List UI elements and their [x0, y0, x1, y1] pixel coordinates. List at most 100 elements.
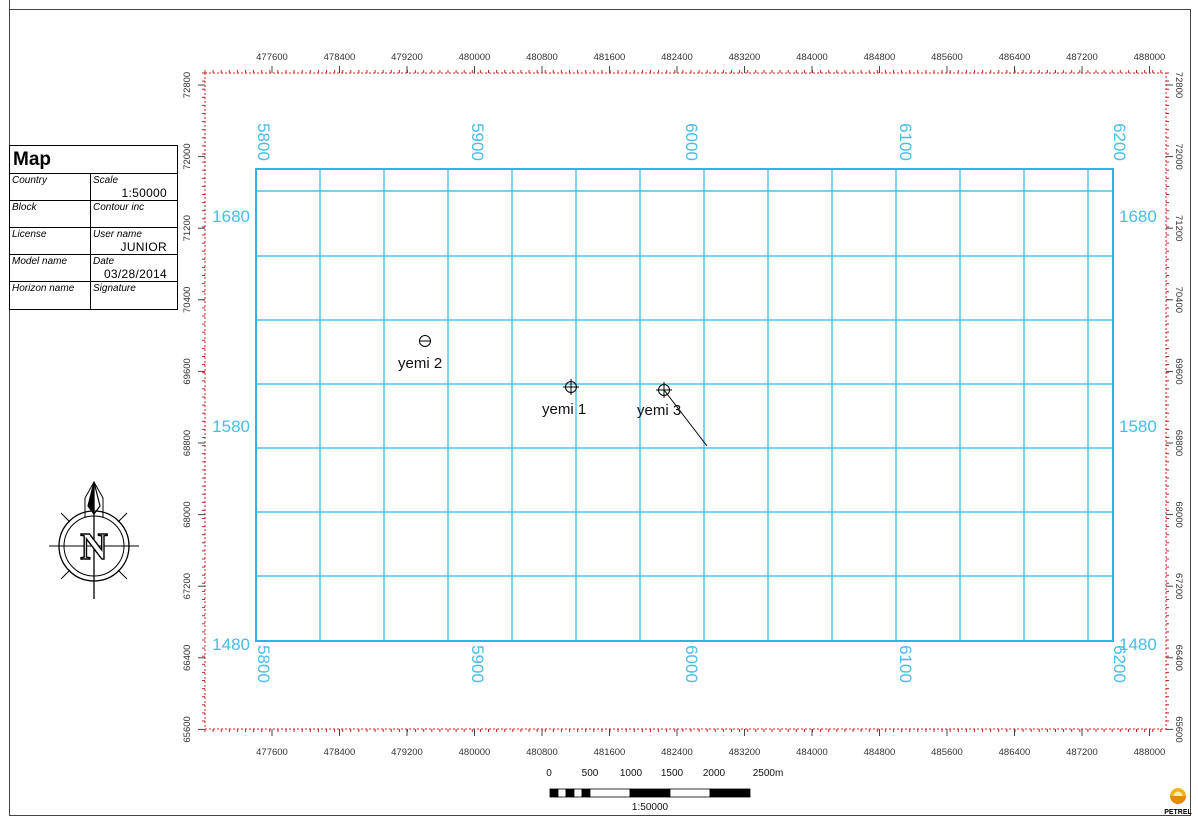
- grid-row-label: 1480: [212, 635, 250, 654]
- y-axis-tick-label: 67200: [182, 573, 193, 599]
- y-axis-tick-label: 72000: [182, 143, 193, 169]
- y-axis-tick-label: 68000: [1173, 501, 1184, 527]
- y-axis-tick-label: 68800: [182, 430, 193, 456]
- info-cell-value: Signature: [91, 282, 177, 309]
- scale-bar-label: 1500: [661, 768, 684, 779]
- scale-bar-segment: [669, 788, 711, 798]
- petrel-logo-text: PETREL: [1164, 809, 1192, 816]
- info-cell-label: License: [10, 228, 91, 255]
- y-axis-tick-label: 66400: [1173, 645, 1184, 671]
- y-axis-tick-label: 72000: [1173, 143, 1184, 169]
- x-axis-tick-label: 479200: [391, 747, 423, 758]
- y-axis-tick-label: 65600: [1173, 716, 1184, 742]
- scale-bar-segment: [629, 788, 671, 798]
- grid-column-label: 6000: [682, 123, 701, 161]
- well-label: yemi 3: [637, 402, 681, 419]
- y-axis-tick-label: 70400: [182, 287, 193, 313]
- x-axis-tick-label: 486400: [999, 52, 1031, 63]
- y-axis-tick-label: 65600: [182, 716, 193, 742]
- x-axis-tick-label: 483200: [729, 52, 761, 63]
- scale-bar: 0 500 1000 1500 2000 2500m 1:50000: [546, 768, 783, 813]
- grid-column-label: 5800: [254, 123, 273, 161]
- y-axis-tick-label: 72800: [1173, 72, 1184, 98]
- y-axis-tick-label: 69600: [1173, 358, 1184, 384]
- x-axis-tick-label: 482400: [661, 52, 693, 63]
- grid-column-label: 5900: [468, 123, 487, 161]
- scale-bar-segment: [557, 788, 567, 798]
- scale-bar-segment: [573, 788, 583, 798]
- x-axis-tick-label: 477600: [256, 52, 288, 63]
- seismic-grid: 5800 5800 5900 5900 6000 6000 6100 6100 6200 6200…: [212, 123, 1157, 683]
- x-axis-tick-label: 478400: [324, 52, 356, 63]
- x-axis-tick-label: 484800: [864, 52, 896, 63]
- scale-bar-segment: [581, 788, 591, 798]
- well-label: yemi 2: [398, 355, 442, 372]
- x-axis-tick-label: 478400: [324, 747, 356, 758]
- info-field-label: Scale: [93, 175, 119, 186]
- info-field-label: Date: [93, 256, 115, 267]
- info-field-label: Horizon name: [12, 283, 75, 294]
- info-field-value: 1:50000: [121, 186, 167, 200]
- info-cell-label: Block: [10, 201, 91, 228]
- x-axis-tick-label: 484000: [796, 747, 828, 758]
- grid-row-label: 1580: [212, 417, 250, 436]
- grid-column-label: 5800: [254, 645, 273, 683]
- x-axis-tick-label: 481600: [594, 747, 626, 758]
- x-axis-tick-label: 487200: [1066, 52, 1098, 63]
- x-axis-tick-label: 488000: [1134, 747, 1166, 758]
- well-trajectory: [663, 389, 708, 447]
- scale-bar-segment: [549, 788, 559, 798]
- x-axis-tick-label: 480000: [459, 52, 491, 63]
- y-axis-tick-label: 66400: [182, 645, 193, 671]
- y-axis-tick-label: 71200: [182, 215, 193, 241]
- well-marker: yemi 3: [637, 382, 708, 447]
- y-axis-tick-label: 69600: [182, 358, 193, 384]
- well-marker: yemi 2: [398, 335, 442, 372]
- scale-bar-label: 1000: [620, 768, 643, 779]
- info-field-label: Signature: [93, 283, 136, 294]
- scale-bar-segment: [589, 788, 631, 798]
- x-axis-tick-label: 480800: [526, 52, 558, 63]
- map-frame-border: [204, 72, 1167, 730]
- wells-layer: yemi 2 yemi 1 yemi 3: [398, 335, 708, 447]
- map-info-title: Map: [10, 146, 177, 174]
- x-axis-top: 477600 478400 479200 480000 480800 481600 4824…: [256, 52, 1165, 73]
- grid-column-label: 6000: [682, 645, 701, 683]
- x-axis-tick-label: 485600: [931, 747, 963, 758]
- x-axis-tick-label: 482400: [661, 747, 693, 758]
- info-cell-label: Horizon name: [10, 282, 91, 309]
- y-axis-tick-label: 70400: [1173, 287, 1184, 313]
- x-axis-bottom: 477600 478400 479200 480000 480800 481600 4824…: [256, 729, 1165, 758]
- x-axis-tick-label: 486400: [999, 747, 1031, 758]
- x-axis-tick-label: 484000: [796, 52, 828, 63]
- grid-row-label: 1580: [1119, 417, 1157, 436]
- y-axis-tick-label: 68000: [182, 501, 193, 527]
- petrel-logo: PETREL: [1164, 788, 1193, 816]
- info-field-label: License: [12, 229, 47, 240]
- y-axis-tick-label: 68800: [1173, 430, 1184, 456]
- map-info-grid: Country Scale 1:50000 Block Contour inc Licen…: [10, 174, 177, 309]
- scale-bar-label: 2000: [703, 768, 726, 779]
- info-field-label: Contour inc: [93, 202, 145, 213]
- map-frame: [202, 70, 1169, 732]
- y-axis-tick-label: 72800: [182, 72, 193, 98]
- y-axis-left: 72800 72000 71200 70400 69600 68800 68000 67200…: [182, 72, 205, 743]
- map-info-table: Map Country Scale 1:50000 Block Contour inc L…: [9, 145, 178, 310]
- x-axis-tick-label: 484800: [864, 747, 896, 758]
- grid-row-label: 1680: [212, 207, 250, 226]
- info-cell-value: Contour inc: [91, 201, 177, 228]
- info-cell-value: Date 03/28/2014: [91, 255, 177, 282]
- x-axis-tick-label: 485600: [931, 52, 963, 63]
- x-axis-tick-label: 477600: [256, 747, 288, 758]
- north-arrow-letter: N: [80, 526, 107, 568]
- grid-column-label: 6200: [1110, 123, 1129, 161]
- info-field-value: JUNIOR: [120, 240, 167, 254]
- info-cell-label: Model name: [10, 255, 91, 282]
- grid-column-label: 6200: [1110, 645, 1129, 683]
- info-field-label: Model name: [12, 256, 68, 267]
- grid-column-label: 5900: [468, 645, 487, 683]
- info-cell-label: Country: [10, 174, 91, 201]
- info-field-label: Country: [12, 175, 48, 186]
- x-axis-tick-label: 488000: [1134, 52, 1166, 63]
